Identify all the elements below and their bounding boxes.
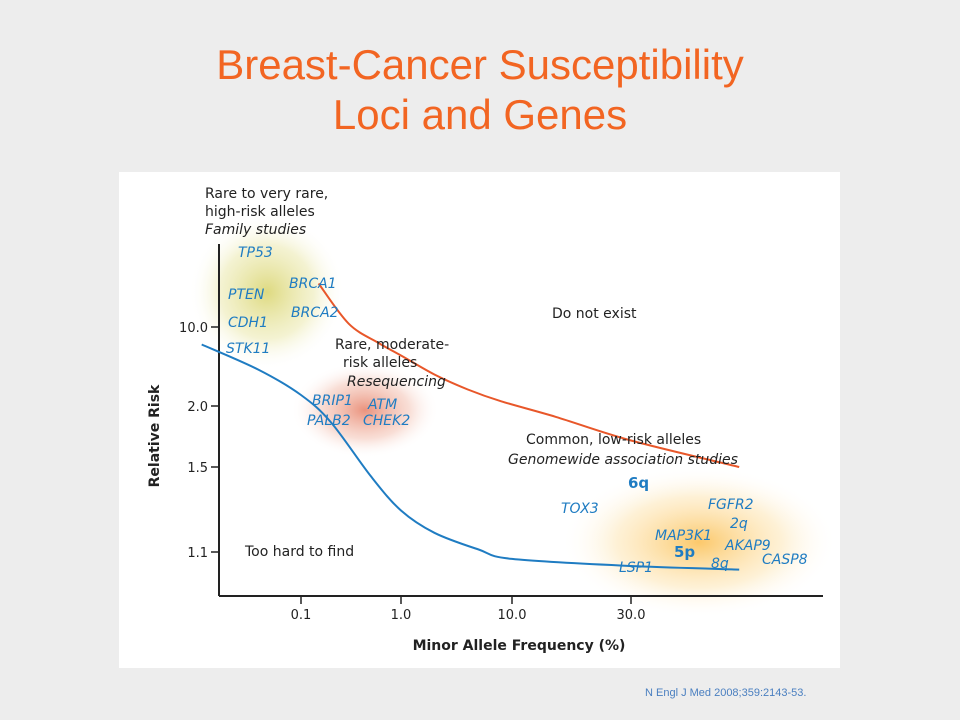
- region-subheading: Genomewide association studies: [508, 452, 738, 468]
- x-axis-label: Minor Allele Frequency (%): [413, 638, 626, 654]
- locus-label-5p: 5p: [674, 543, 695, 561]
- region-common-low-risk: Common, low-risk alleles Genomewide asso…: [508, 432, 808, 576]
- gene-label-chek2: CHEK2: [363, 413, 410, 429]
- svg-text:2.0: 2.0: [187, 400, 208, 415]
- svg-text:0.1: 0.1: [291, 608, 312, 623]
- low-risk-region-glow: [561, 466, 837, 618]
- gene-label-stk11: STK11: [226, 341, 270, 357]
- gene-label-tp53: TP53: [238, 245, 273, 261]
- citation-reference: N Engl J Med 2008;359:2143-53.: [645, 687, 807, 699]
- region-heading-line: Common, low-risk alleles: [526, 432, 701, 448]
- region-rare-moderate-risk: Rare, moderate- risk alleles Resequencin…: [307, 337, 449, 429]
- x-tick-1.0: 1.0: [391, 596, 412, 623]
- risk-frequency-chart: 1.1 1.5 2.0 10.0 0.1 1.0 10.0 30.: [147, 186, 837, 654]
- high-risk-region-glow: [189, 214, 345, 370]
- gene-label-tox3: TOX3: [561, 501, 599, 517]
- region-rare-high-risk: Rare to very rare, high-risk alleles Fam…: [205, 186, 339, 357]
- gene-label-brca2: BRCA2: [291, 305, 339, 321]
- svg-text:1.1: 1.1: [187, 546, 208, 561]
- locus-label-6q: 6q: [628, 474, 649, 492]
- x-tick-10.0: 10.0: [498, 596, 527, 623]
- slide-title-line-1: Breast-Cancer Susceptibility: [216, 41, 744, 88]
- gene-label-lsp1: LSP1: [619, 560, 653, 576]
- gene-label-atm: ATM: [367, 397, 397, 413]
- region-heading-line: risk alleles: [343, 355, 417, 371]
- x-tick-0.1: 0.1: [291, 596, 312, 623]
- annotation-too-hard-to-find: Too hard to find: [244, 544, 354, 560]
- moderate-risk-region-glow: [291, 362, 439, 458]
- y-axis-label: Relative Risk: [147, 384, 163, 487]
- y-tick-1.1: 1.1: [187, 546, 219, 561]
- locus-label-8q: 8q: [711, 556, 729, 572]
- slide-title-line-2: Loci and Genes: [332, 91, 628, 138]
- region-heading-line: Rare, moderate-: [335, 337, 449, 353]
- svg-text:1.0: 1.0: [391, 608, 412, 623]
- chart-figure: 1.1 1.5 2.0 10.0 0.1 1.0 10.0 30.: [119, 172, 840, 668]
- slide-title: Breast-Cancer Susceptibility Loci and Ge…: [0, 40, 960, 140]
- y-tick-2.0: 2.0: [187, 400, 219, 415]
- gene-label-palb2: PALB2: [307, 413, 351, 429]
- region-subheading: Family studies: [205, 222, 306, 238]
- gene-label-brca1: BRCA1: [289, 276, 337, 292]
- locus-label-2q: 2q: [730, 516, 748, 532]
- gene-label-casp8: CASP8: [762, 552, 808, 568]
- lower-bound-curve: [201, 343, 740, 571]
- x-tick-30.0: 30.0: [617, 596, 646, 623]
- gene-label-brip1: BRIP1: [312, 393, 353, 409]
- gene-label-cdh1: CDH1: [228, 315, 268, 331]
- region-heading-line: Rare to very rare,: [205, 186, 328, 202]
- svg-text:30.0: 30.0: [617, 608, 646, 623]
- gene-label-pten: PTEN: [228, 287, 265, 303]
- gene-label-fgfr2: FGFR2: [708, 497, 754, 513]
- upper-bound-curve: [317, 282, 740, 468]
- gene-label-akap9: AKAP9: [724, 538, 771, 554]
- svg-text:10.0: 10.0: [179, 321, 208, 336]
- annotation-do-not-exist: Do not exist: [552, 306, 637, 322]
- svg-text:1.5: 1.5: [187, 461, 208, 476]
- y-tick-1.5: 1.5: [187, 461, 219, 476]
- gene-label-map3k1: MAP3K1: [655, 528, 712, 544]
- y-tick-10.0: 10.0: [179, 321, 219, 336]
- region-heading-line: high-risk alleles: [205, 204, 315, 220]
- svg-text:10.0: 10.0: [498, 608, 527, 623]
- region-subheading: Resequencing: [347, 374, 446, 390]
